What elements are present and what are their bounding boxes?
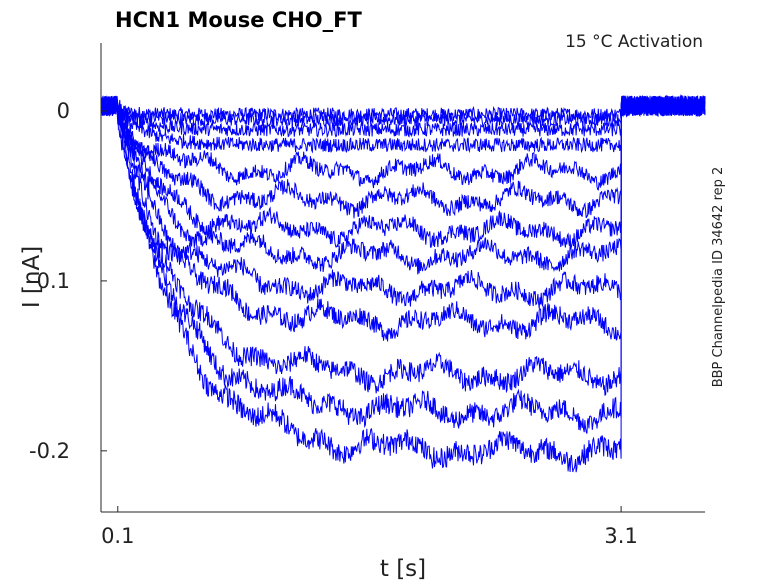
- current-trace: [100, 95, 706, 397]
- current-trace: [100, 94, 706, 139]
- axis-ticks: 0 -0.1 -0.2 0.1 3.1: [29, 99, 638, 548]
- current-trace: [100, 95, 706, 129]
- current-trace: [100, 95, 706, 309]
- current-trace: [100, 95, 706, 434]
- current-trace: [100, 95, 706, 219]
- x-tick-label: 3.1: [604, 524, 637, 548]
- current-trace: [100, 95, 706, 473]
- x-tick-label: 0.1: [101, 524, 134, 548]
- current-trace: [100, 94, 706, 250]
- axes: [100, 43, 705, 513]
- x-axis-label: t [s]: [380, 556, 426, 582]
- temperature-annotation: 15 °C Activation: [565, 32, 703, 52]
- current-trace: [100, 93, 706, 154]
- side-label: BBP Channelpedia ID 34642 rep 2: [711, 167, 726, 388]
- y-tick-label: -0.1: [29, 269, 70, 293]
- current-trace: [100, 95, 706, 275]
- current-traces: [100, 93, 706, 473]
- y-tick-label: -0.2: [29, 439, 70, 463]
- current-trace: [100, 95, 706, 342]
- y-tick-label: 0: [57, 99, 70, 123]
- current-trace: [100, 95, 706, 191]
- y-axis-label: I [nA]: [19, 246, 45, 308]
- chart-title: HCN1 Mouse CHO_FT: [115, 8, 362, 32]
